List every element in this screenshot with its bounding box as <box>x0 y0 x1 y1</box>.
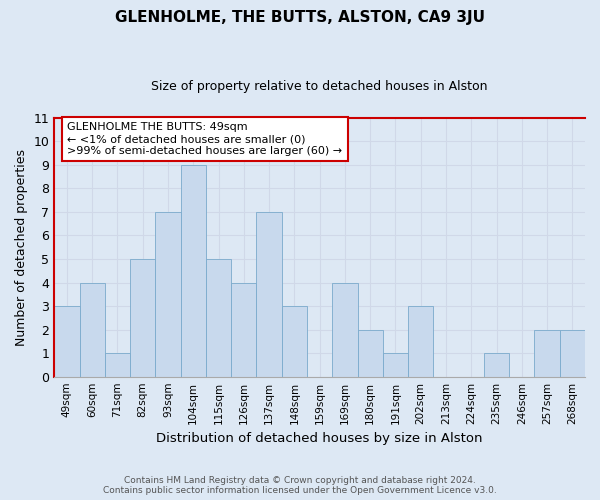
Text: GLENHOLME, THE BUTTS, ALSTON, CA9 3JU: GLENHOLME, THE BUTTS, ALSTON, CA9 3JU <box>115 10 485 25</box>
X-axis label: Distribution of detached houses by size in Alston: Distribution of detached houses by size … <box>157 432 483 445</box>
Bar <box>181 165 206 376</box>
Bar <box>130 259 155 376</box>
Bar <box>206 259 231 376</box>
Bar <box>54 306 80 376</box>
Y-axis label: Number of detached properties: Number of detached properties <box>15 148 28 346</box>
Bar <box>358 330 383 376</box>
Text: GLENHOLME THE BUTTS: 49sqm
← <1% of detached houses are smaller (0)
>99% of semi: GLENHOLME THE BUTTS: 49sqm ← <1% of deta… <box>67 122 343 156</box>
Bar <box>408 306 433 376</box>
Bar <box>105 353 130 376</box>
Bar <box>80 282 105 376</box>
Bar <box>560 330 585 376</box>
Bar <box>332 282 358 376</box>
Bar <box>282 306 307 376</box>
Bar <box>155 212 181 376</box>
Bar <box>383 353 408 376</box>
Title: Size of property relative to detached houses in Alston: Size of property relative to detached ho… <box>151 80 488 93</box>
Bar <box>535 330 560 376</box>
Bar <box>484 353 509 376</box>
Bar <box>231 282 256 376</box>
Bar <box>256 212 282 376</box>
Text: Contains HM Land Registry data © Crown copyright and database right 2024.
Contai: Contains HM Land Registry data © Crown c… <box>103 476 497 495</box>
